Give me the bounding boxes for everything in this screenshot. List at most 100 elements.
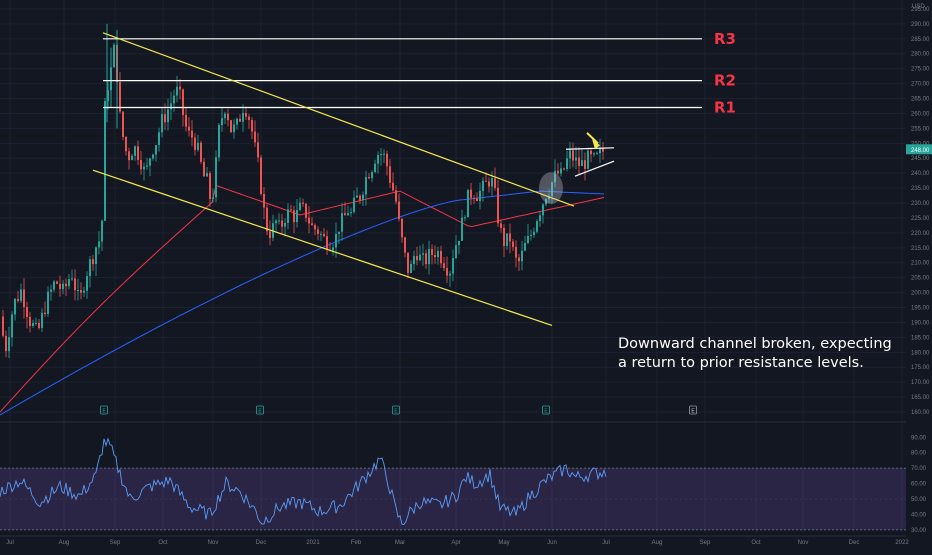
candle-body-4 [14, 298, 16, 315]
candle-body-40 [122, 111, 124, 137]
candle-body-173 [521, 250, 523, 262]
arrow-icon-head [592, 138, 600, 150]
candle-body-172 [518, 257, 520, 262]
candle-body-190 [572, 150, 574, 161]
price-tick-170: 170.00 [911, 380, 930, 386]
candle-body-186 [560, 168, 562, 174]
candle-body-46 [140, 160, 142, 170]
price-tick-275: 275.00 [911, 67, 930, 73]
candle-body-85 [257, 142, 259, 158]
candle-body-44 [134, 146, 136, 156]
candle-body-1 [5, 335, 7, 352]
candle-body-10 [32, 322, 34, 326]
channel-lower-line [92, 169, 553, 327]
candle-body-75 [227, 113, 229, 121]
candle-body-193 [581, 160, 583, 167]
time-tick-0: Jul [6, 540, 14, 546]
candle-body-185 [557, 170, 559, 174]
last-price-badge [906, 144, 932, 155]
candle-body-2 [8, 337, 10, 352]
candle-body-102 [308, 217, 310, 224]
candle-body-168 [506, 233, 508, 246]
candle-body-65 [197, 142, 199, 150]
earnings-marker-label-1: E [258, 409, 262, 415]
resistance-label-r1: R1 [714, 98, 736, 116]
candle-body-41 [125, 136, 127, 152]
candle-body-197 [593, 153, 595, 155]
candle-body-126 [380, 154, 382, 156]
candle-body-35 [107, 90, 109, 102]
candle-body-159 [479, 191, 481, 201]
candle-body-42 [128, 151, 130, 161]
price-tick-245: 245.00 [911, 156, 930, 162]
candle-body-179 [539, 215, 541, 222]
candle-body-122 [368, 177, 370, 179]
rsi-tick-40: 40.00 [911, 512, 927, 518]
price-tick-290: 290.00 [911, 22, 930, 28]
candle-body-73 [221, 118, 223, 126]
candle-body-68 [206, 173, 208, 177]
time-tick-18: 2022 [895, 540, 909, 546]
candle-body-111 [335, 233, 337, 248]
candle-body-129 [389, 166, 391, 183]
candle-body-66 [200, 142, 202, 162]
candle-body-28 [86, 276, 88, 291]
candle-body-59 [179, 86, 181, 90]
candle-body-22 [68, 279, 70, 287]
candle-body-182 [548, 196, 550, 200]
candle-body-141 [425, 253, 427, 265]
candle-body-200 [602, 148, 604, 152]
price-tick-295: 295.00 [911, 7, 930, 13]
price-axis-panel [906, 0, 932, 550]
candle-body-123 [371, 172, 373, 179]
candle-body-133 [401, 218, 403, 238]
candle-body-132 [398, 201, 400, 219]
candle-body-135 [407, 252, 409, 273]
candle-body-18 [56, 281, 58, 284]
candle-body-138 [416, 256, 418, 261]
candle-body-57 [173, 95, 175, 104]
candle-body-5 [17, 298, 19, 301]
candle-body-13 [41, 312, 43, 328]
candle-body-72 [218, 125, 220, 158]
candle-body-60 [182, 89, 184, 115]
candle-body-160 [482, 180, 484, 192]
candle-body-61 [185, 114, 187, 127]
time-tick-14: Sep [700, 540, 711, 546]
candle-body-74 [224, 113, 226, 119]
candle-body-176 [530, 234, 532, 236]
rsi-line [0, 437, 607, 525]
candle-body-32 [98, 241, 100, 248]
price-tick-185: 185.00 [911, 335, 930, 341]
candle-body-105 [317, 229, 319, 235]
candle-body-55 [167, 109, 169, 123]
time-tick-8: Mar [395, 540, 405, 546]
candle-body-106 [320, 233, 322, 235]
price-tick-175: 175.00 [911, 365, 930, 371]
time-tick-12: Jul [602, 540, 610, 546]
time-tick-5: Dec [256, 540, 267, 546]
candle-body-15 [47, 291, 49, 314]
candle-body-31 [95, 247, 97, 265]
candle-body-107 [323, 233, 325, 237]
candle-body-188 [566, 158, 568, 169]
candle-body-33 [101, 220, 103, 242]
candle-body-23 [71, 278, 73, 280]
candle-body-119 [359, 195, 361, 201]
candle-body-120 [362, 194, 364, 201]
candle-body-8 [26, 307, 28, 317]
candle-body-189 [569, 150, 571, 159]
time-tick-2: Sep [110, 540, 121, 546]
moving-average-red [0, 184, 605, 413]
candle-body-70 [212, 197, 214, 200]
candle-body-142 [428, 249, 430, 265]
candle-body-153 [461, 217, 463, 241]
time-tick-11: Jun [547, 540, 557, 546]
arrow-icon-shaft [586, 132, 599, 145]
candle-body-11 [35, 322, 37, 324]
candle-body-98 [296, 210, 298, 223]
candle-body-130 [392, 182, 394, 191]
candle-body-128 [386, 153, 388, 167]
candle-body-162 [488, 181, 490, 187]
